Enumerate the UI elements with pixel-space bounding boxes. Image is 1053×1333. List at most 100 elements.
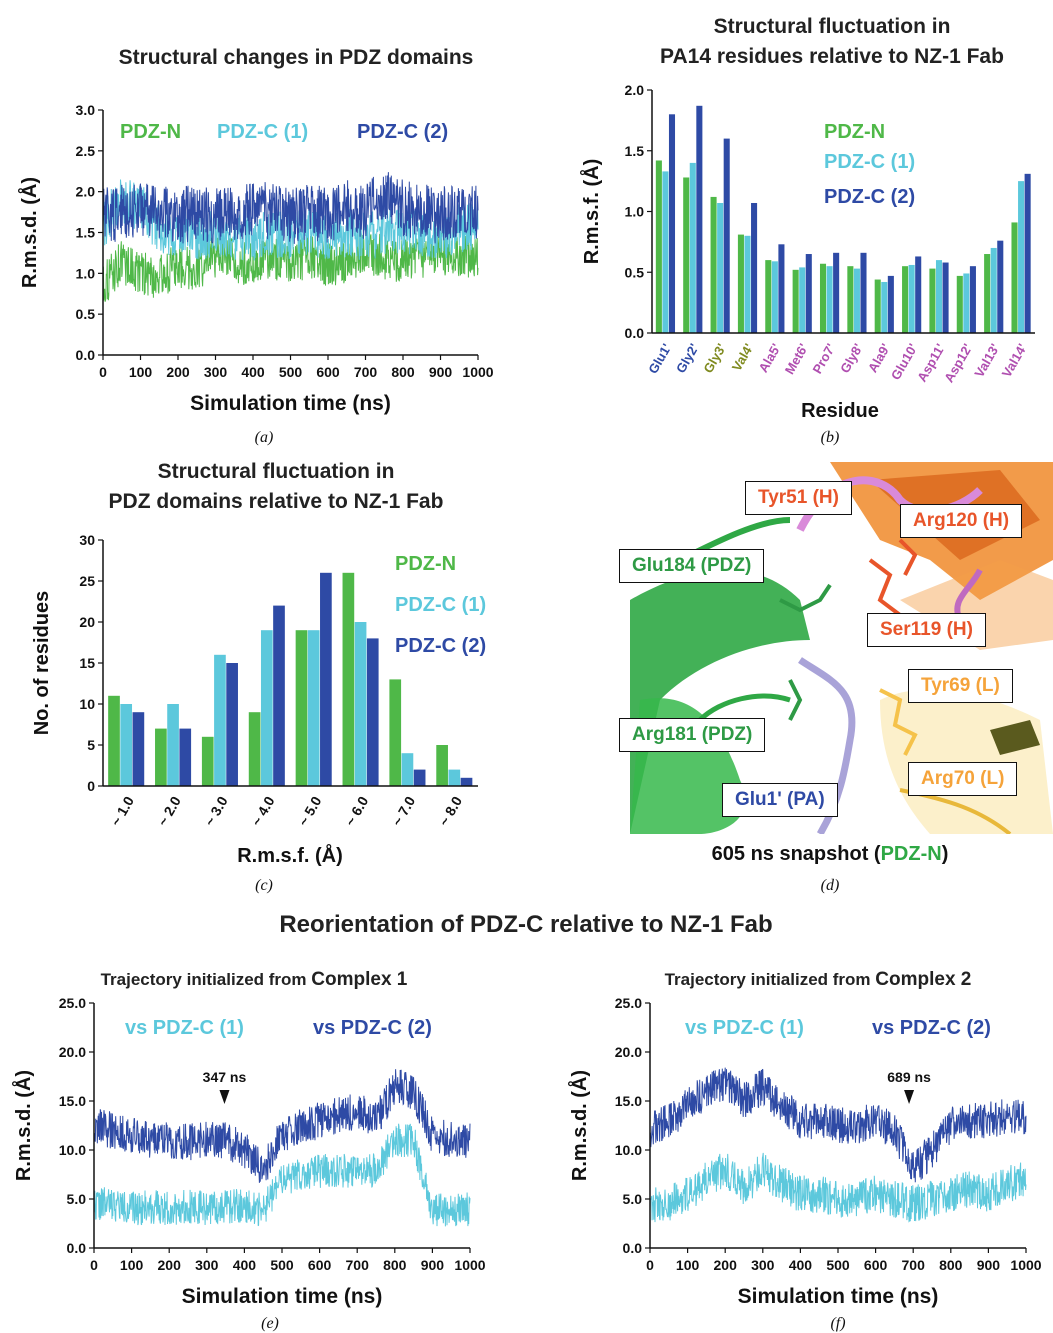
series-line-0 xyxy=(93,1123,471,1227)
legend-entry-1: PDZ-C (1) xyxy=(824,151,915,173)
bar-13-2 xyxy=(1024,173,1031,333)
x-tick-label-7: 700 xyxy=(354,364,378,380)
bar-10-1 xyxy=(935,260,943,333)
y-tick-label-2: 1.0 xyxy=(625,204,645,220)
legend-entry-0: PDZ-N xyxy=(824,121,885,143)
bar-3-1 xyxy=(260,630,273,786)
y-tick-label-6: 3.0 xyxy=(76,102,96,118)
y-tick-label-2: 10.0 xyxy=(615,1142,642,1158)
x-tick-label-0: 0 xyxy=(646,1257,654,1273)
chart-title-emph: Complex 2 xyxy=(875,969,971,990)
y-tick-label-4: 20.0 xyxy=(59,1044,86,1060)
x-tick-label-2: 200 xyxy=(158,1257,182,1273)
category-label-12: Val13' xyxy=(971,341,1002,380)
chart-title-prefix: Trajectory initialized from xyxy=(101,970,312,989)
bar-0-2 xyxy=(132,712,145,786)
x-tick-label-6: 600 xyxy=(308,1257,332,1273)
chart-title-line-0: Structural fluctuation in xyxy=(714,15,951,38)
bar-7-2 xyxy=(460,777,473,786)
y-tick-label-1: 5.0 xyxy=(67,1191,87,1207)
x-tick-label-4: 400 xyxy=(789,1257,813,1273)
bar-11-0 xyxy=(956,275,963,333)
series-line-1 xyxy=(649,1067,1027,1183)
bar-6-0 xyxy=(819,263,827,333)
structure-caption-prefix: 605 ns snapshot ( xyxy=(711,843,881,865)
y-tick-label-0: 0.0 xyxy=(623,1240,643,1256)
legend-entry-0: vs PDZ-C (1) xyxy=(125,1017,244,1039)
structure-caption: 605 ns snapshot (PDZ-N) xyxy=(700,843,960,866)
bar-1-0 xyxy=(155,728,167,786)
caption-d: (d) xyxy=(821,877,840,894)
y-axis-label: R.m.s.d. (Å) xyxy=(11,1070,35,1181)
structure-label-5: Arg181 (PDZ) xyxy=(619,718,766,752)
chart-f-complex2: Trajectory initialized from Complex 2 0 10… xyxy=(567,969,1042,1308)
structure-label-1: Arg120 (H) xyxy=(900,504,1023,538)
bar-6-1 xyxy=(826,266,833,333)
structure-label-0: Tyr51 (H) xyxy=(745,481,852,515)
bar-8-0 xyxy=(874,279,881,333)
x-tick-label-8: 800 xyxy=(383,1257,407,1273)
structure-label-4: Tyr69 (L) xyxy=(908,669,1013,703)
series-line-0 xyxy=(649,1152,1027,1223)
bar-7-1 xyxy=(853,268,860,333)
bar-3-2 xyxy=(751,202,758,333)
chart-title-line-1: PA14 residues relative to NZ-1 Fab xyxy=(660,45,1004,68)
annotation-arrow xyxy=(219,1090,230,1104)
category-label-0: Glu1' xyxy=(645,341,674,376)
x-tick-label-1: 100 xyxy=(676,1257,700,1273)
x-tick-label-9: 900 xyxy=(421,1257,445,1273)
bar-3-2 xyxy=(273,605,285,786)
bar-0-1 xyxy=(120,704,133,786)
caption-b: (b) xyxy=(821,429,840,446)
bar-6-0 xyxy=(389,679,402,786)
legend-entry-2: PDZ-C (2) xyxy=(824,186,915,208)
legend-entry-0: PDZ-N xyxy=(120,121,181,143)
x-tick-label-1: 100 xyxy=(129,364,153,380)
y-axis-label: R.m.s.d. (Å) xyxy=(17,177,41,288)
bar-10-0 xyxy=(929,268,936,333)
y-tick-label-1: 5 xyxy=(87,737,95,753)
y-axis-label: No. of residues xyxy=(31,591,53,735)
bar-2-1 xyxy=(717,202,724,333)
legend-entry-2: PDZ-C (2) xyxy=(395,635,486,657)
category-label-3: ~ 4.0 xyxy=(248,793,278,828)
x-tick-label-10: 1000 xyxy=(462,364,493,380)
structure-label-6: Arg70 (L) xyxy=(908,762,1018,796)
bar-4-2 xyxy=(778,244,785,333)
structure-label-7: Glu1' (PA) xyxy=(722,783,838,817)
y-tick-label-3: 15.0 xyxy=(59,1093,86,1109)
x-axis-label: Residue xyxy=(801,400,879,422)
y-axis-label: R.m.s.d. (Å) xyxy=(567,1070,591,1181)
bar-2-0 xyxy=(201,736,214,786)
category-label-2: ~ 3.0 xyxy=(201,793,231,828)
bar-0-0 xyxy=(108,695,120,786)
y-tick-label-2: 1.0 xyxy=(76,265,96,281)
series-line-1 xyxy=(102,179,479,261)
caption-a: (a) xyxy=(255,429,274,446)
y-tick-label-2: 10.0 xyxy=(59,1142,86,1158)
annotation-label: 347 ns xyxy=(203,1069,247,1085)
section-title: Reorientation of PDZ-C relative to NZ-1 … xyxy=(279,911,772,938)
bar-4-1 xyxy=(771,261,778,333)
category-label-6: ~ 7.0 xyxy=(389,793,419,828)
bar-9-2 xyxy=(915,256,922,333)
bar-1-1 xyxy=(167,704,179,786)
x-tick-label-3: 300 xyxy=(195,1257,219,1273)
bar-8-2 xyxy=(887,275,894,333)
x-tick-label-2: 200 xyxy=(714,1257,738,1273)
legend-entry-0: PDZ-N xyxy=(395,553,456,575)
category-label-3: Val4' xyxy=(729,341,757,374)
category-label-5: Met6' xyxy=(782,341,811,377)
y-tick-label-1: 0.5 xyxy=(76,306,96,322)
y-tick-label-4: 2.0 xyxy=(625,82,645,98)
category-label-8: Ala9' xyxy=(865,341,893,375)
bar-12-0 xyxy=(984,254,991,333)
x-tick-label-2: 200 xyxy=(166,364,190,380)
category-label-2: Gly3' xyxy=(700,341,729,376)
structure-caption-emph: PDZ-N xyxy=(880,843,942,865)
bar-11-1 xyxy=(963,273,970,333)
y-tick-label-1: 0.5 xyxy=(625,264,645,280)
bar-7-0 xyxy=(436,745,448,786)
legend-entry-1: vs PDZ-C (2) xyxy=(313,1017,432,1039)
